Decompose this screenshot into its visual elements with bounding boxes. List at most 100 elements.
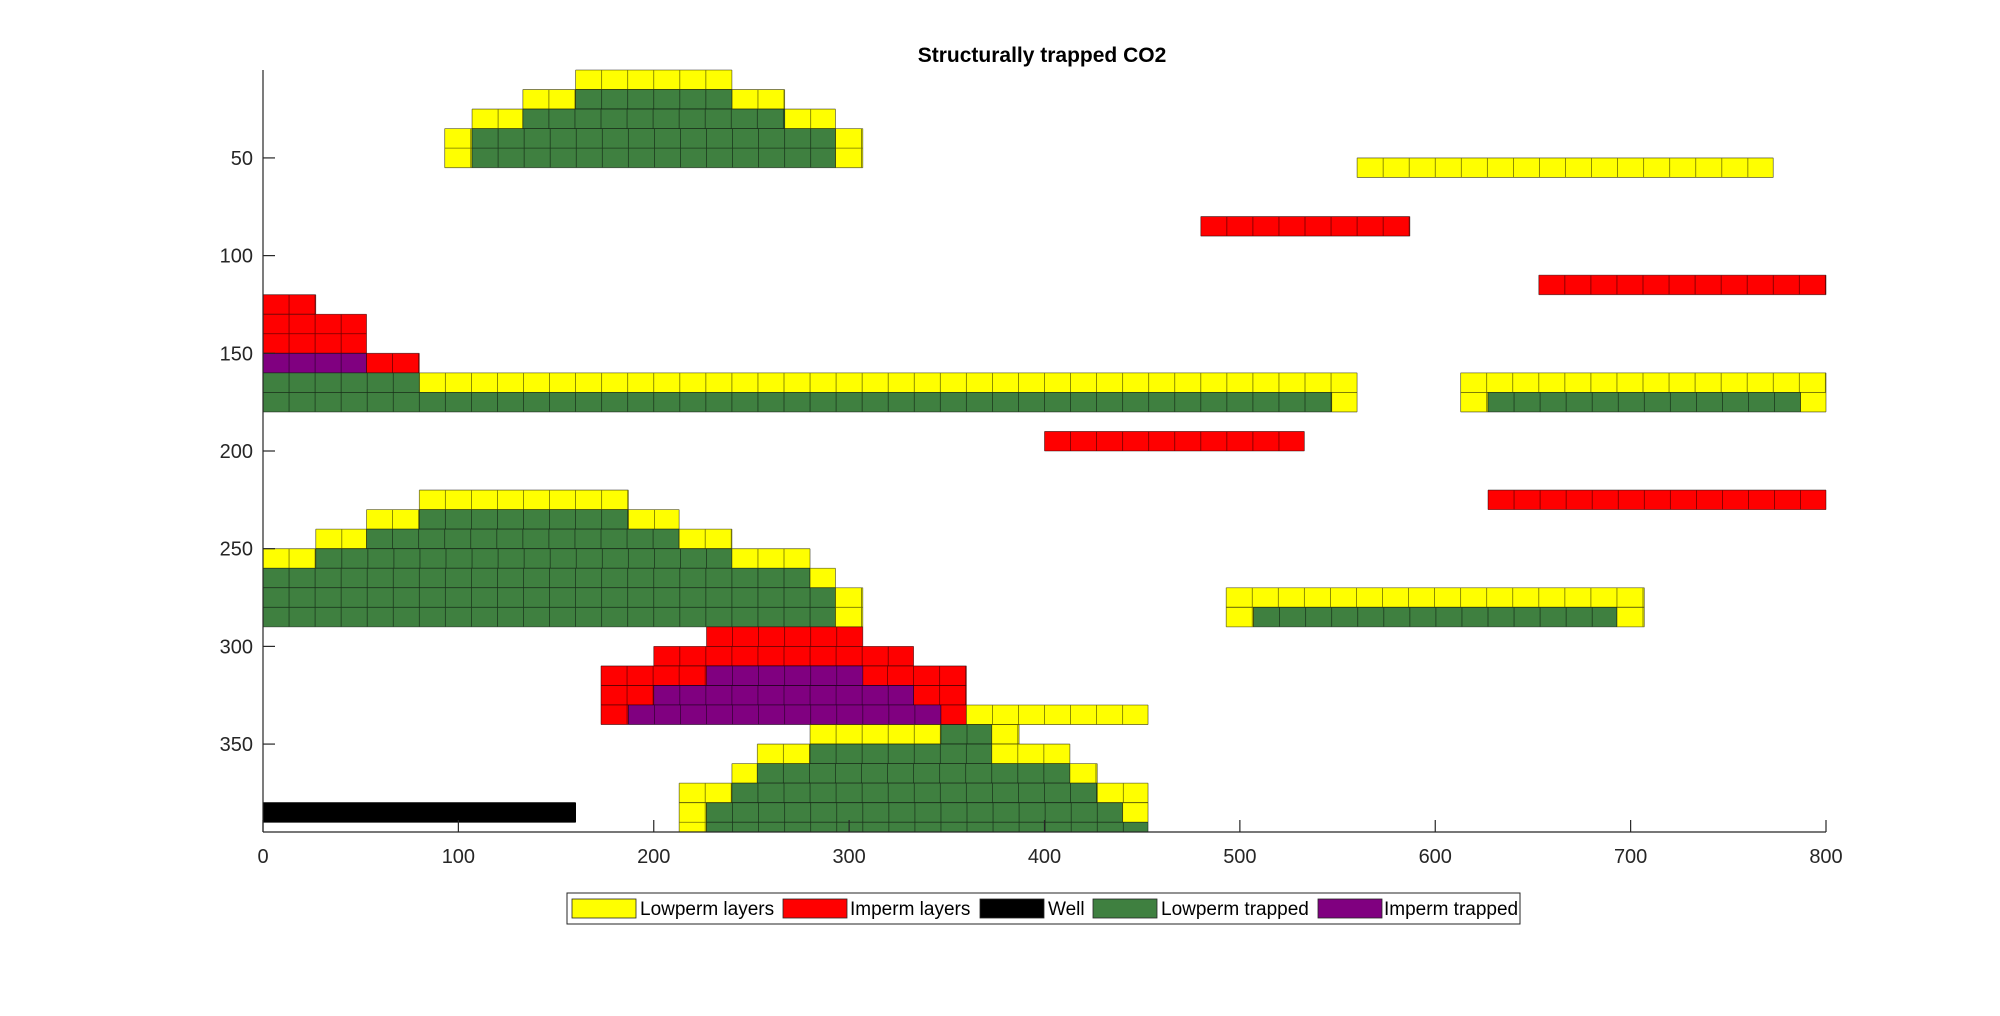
lowperm-trapped-cell-block (262, 567, 811, 589)
legend-swatch-imperm-trapped (1317, 898, 1383, 919)
lowperm-trapped-cell-block (809, 743, 993, 765)
lowperm-layers-cell-block (1331, 391, 1358, 413)
lowperm-layers-cell-block (366, 509, 420, 530)
lowperm-trapped-cell-block (262, 587, 836, 628)
lowperm-trapped-cell-block (706, 821, 1149, 833)
lowperm-layers-cell-block (991, 724, 1020, 745)
legend-swatch-imperm-layers (782, 898, 848, 919)
chart-title: Structurally trapped CO2 (918, 44, 1167, 67)
lowperm-layers-cell-block (809, 567, 836, 589)
lowperm-layers-cell-block (1356, 157, 1774, 178)
lowperm-trapped-cell-block (315, 548, 733, 569)
imperm-layers-cell-block (262, 313, 367, 354)
lowperm-layers-cell-block (471, 108, 524, 130)
imperm-layers-cell-block (940, 704, 967, 725)
legend-label-imperm-layers: Imperm layers (850, 899, 970, 920)
legend-label-imperm-trapped: Imperm trapped (1384, 899, 1518, 920)
lowperm-layers-cell-block (835, 587, 864, 628)
lowperm-layers-cell-block (1225, 606, 1254, 628)
lowperm-layers-cell-block (756, 743, 811, 765)
lowperm-layers-cell-block (809, 724, 942, 745)
lowperm-layers-cell-block (1460, 372, 1827, 393)
legend-swatch-lowperm-layers (571, 898, 637, 919)
imperm-trapped-cell-block (627, 704, 942, 725)
legend[interactable]: Lowperm layers Imperm layers Well Lowperm t… (566, 892, 1521, 925)
y-tick-label: 100 (220, 246, 253, 268)
x-tick-label: 200 (637, 846, 670, 868)
y-tick-label: 250 (220, 539, 253, 561)
y-tick-label: 150 (220, 343, 253, 365)
lowperm-layers-cell-block (965, 704, 1149, 725)
x-tick-label: 300 (832, 846, 865, 868)
lowperm-layers-cell-block (1616, 606, 1645, 628)
well-cell-block (262, 802, 576, 823)
lowperm-layers-cell-block (522, 89, 576, 110)
lowperm-trapped-cell-block (1487, 391, 1801, 413)
legend-label-lowperm-layers: Lowperm layers (640, 899, 774, 920)
lowperm-layers-cell-block (1096, 782, 1149, 804)
imperm-layers-cell-block (1200, 216, 1411, 237)
lowperm-trapped-cell-block (471, 128, 836, 169)
x-tick-label: 500 (1223, 846, 1256, 868)
legend-swatch-well (979, 898, 1045, 919)
y-tick-label: 300 (220, 636, 253, 658)
lowperm-trapped-cell-block (1253, 606, 1618, 628)
x-tick-label: 600 (1419, 846, 1452, 868)
imperm-trapped-cell-block (262, 352, 367, 374)
x-tick-label: 0 (257, 846, 268, 868)
lowperm-layers-cell-block (731, 763, 758, 784)
imperm-layers-cell-block (1044, 431, 1305, 452)
legend-label-well: Well (1048, 899, 1085, 920)
lowperm-layers-cell-block (315, 528, 367, 550)
lowperm-trapped-cell-block (366, 528, 680, 550)
y-tick-label: 50 (231, 148, 253, 170)
lowperm-layers-cell-block (418, 489, 629, 511)
lowperm-layers-cell-block (1800, 391, 1827, 413)
lowperm-layers-cell-block (991, 743, 1071, 765)
lowperm-trapped-cell-block (575, 89, 733, 110)
imperm-layers-cell-block (600, 704, 629, 725)
lowperm-layers-cell-block (418, 372, 1358, 393)
x-tick-label: 800 (1809, 846, 1842, 868)
lowperm-trapped-cell-block (706, 802, 1124, 823)
axes-layer: 0 100 200 300 400 500 600 700 800 50 100 150 200 250 3… (220, 70, 1843, 868)
cells-layer (262, 69, 1827, 833)
imperm-layers-cell-block (653, 645, 914, 667)
lowperm-layers-cell-block (784, 108, 836, 130)
lowperm-trapped-cell-block (262, 391, 1333, 413)
lowperm-layers-cell-block (1460, 391, 1489, 413)
x-tick-label: 100 (442, 846, 475, 868)
lowperm-trapped-cell-block (731, 782, 1098, 804)
lowperm-layers-cell-block (1122, 802, 1149, 823)
lowperm-layers-cell-block (731, 548, 811, 569)
imperm-layers-cell-block (1538, 274, 1827, 296)
imperm-trapped-cell-block (706, 665, 864, 686)
y-tick-label: 350 (220, 734, 253, 756)
lowperm-layers-cell-block (678, 802, 707, 833)
lowperm-layers-cell-block (835, 128, 864, 169)
legend-label-lowperm-trapped: Lowperm trapped (1161, 899, 1309, 920)
lowperm-trapped-cell-block (940, 724, 993, 745)
legend-swatch-lowperm-trapped (1092, 898, 1158, 919)
lowperm-layers-cell-block (731, 89, 786, 110)
lowperm-trapped-cell-block (262, 372, 420, 393)
imperm-layers-cell-block (262, 294, 317, 315)
lowperm-layers-cell-block (678, 528, 733, 550)
imperm-layers-cell-block (706, 626, 864, 647)
lowperm-layers-cell-block (444, 128, 473, 169)
lowperm-trapped-cell-block (418, 509, 629, 530)
lowperm-layers-cell-block (627, 509, 680, 530)
imperm-layers-cell-block (1487, 489, 1827, 511)
x-tick-label: 400 (1028, 846, 1061, 868)
lowperm-trapped-cell-block (522, 108, 786, 130)
lowperm-layers-cell-block (678, 782, 733, 804)
x-tick-label: 700 (1614, 846, 1647, 868)
lowperm-trapped-cell-block (756, 763, 1071, 784)
lowperm-layers-cell-block (262, 548, 317, 569)
lowperm-layers-cell-block (1069, 763, 1098, 784)
imperm-layers-cell-block (366, 352, 420, 374)
imperm-trapped-cell-block (653, 685, 914, 706)
lowperm-layers-cell-block (1225, 587, 1645, 608)
